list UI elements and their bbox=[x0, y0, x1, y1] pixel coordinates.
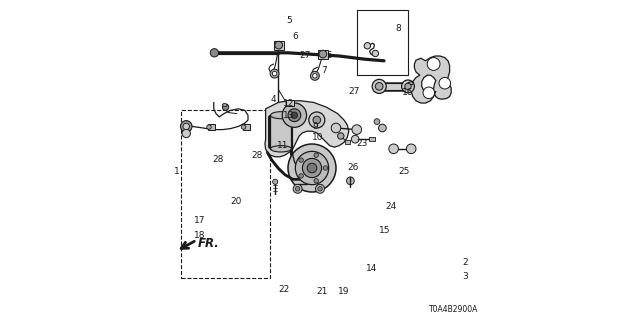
Circle shape bbox=[332, 123, 341, 133]
Text: 19: 19 bbox=[338, 287, 349, 296]
Ellipse shape bbox=[271, 146, 291, 152]
Text: 9: 9 bbox=[312, 122, 317, 131]
Circle shape bbox=[299, 174, 303, 178]
Text: 5: 5 bbox=[326, 52, 332, 60]
Text: 26: 26 bbox=[347, 164, 358, 172]
Text: 4: 4 bbox=[270, 95, 276, 104]
Text: 3: 3 bbox=[462, 272, 468, 281]
Text: 7: 7 bbox=[322, 66, 327, 75]
Text: FR.: FR. bbox=[198, 237, 220, 250]
Circle shape bbox=[182, 129, 191, 138]
Text: 13: 13 bbox=[283, 111, 294, 120]
Circle shape bbox=[210, 49, 219, 57]
Circle shape bbox=[323, 166, 328, 170]
Text: 21: 21 bbox=[317, 287, 328, 296]
Text: 28: 28 bbox=[251, 151, 262, 160]
Circle shape bbox=[312, 74, 317, 78]
Ellipse shape bbox=[271, 112, 291, 119]
Text: 6: 6 bbox=[292, 32, 298, 41]
Circle shape bbox=[316, 184, 324, 193]
Bar bbox=[208, 124, 215, 130]
Circle shape bbox=[402, 80, 415, 93]
Circle shape bbox=[296, 187, 300, 191]
Bar bbox=[181, 110, 270, 278]
Polygon shape bbox=[265, 101, 349, 157]
Circle shape bbox=[302, 158, 322, 178]
Text: 28: 28 bbox=[212, 156, 224, 164]
Circle shape bbox=[288, 109, 301, 122]
Polygon shape bbox=[223, 104, 227, 106]
Text: 5: 5 bbox=[287, 16, 292, 25]
Circle shape bbox=[309, 112, 325, 128]
Circle shape bbox=[273, 179, 278, 184]
Circle shape bbox=[288, 144, 336, 192]
Circle shape bbox=[352, 125, 362, 134]
Circle shape bbox=[223, 104, 229, 110]
Bar bbox=[274, 41, 284, 50]
Circle shape bbox=[347, 177, 355, 185]
Circle shape bbox=[439, 77, 451, 89]
Bar bbox=[369, 137, 375, 141]
Circle shape bbox=[307, 163, 317, 173]
Circle shape bbox=[406, 144, 416, 154]
Circle shape bbox=[313, 116, 321, 124]
Circle shape bbox=[405, 83, 412, 90]
Text: T0A4B2900A: T0A4B2900A bbox=[429, 305, 479, 314]
Circle shape bbox=[319, 50, 326, 58]
Bar bbox=[380, 83, 408, 90]
Circle shape bbox=[374, 119, 380, 124]
Circle shape bbox=[379, 124, 386, 132]
Circle shape bbox=[207, 125, 211, 129]
Text: 10: 10 bbox=[312, 133, 323, 142]
Text: 27: 27 bbox=[349, 87, 360, 96]
Circle shape bbox=[275, 41, 283, 49]
Text: 1: 1 bbox=[174, 167, 180, 176]
Circle shape bbox=[180, 121, 192, 132]
Text: 25: 25 bbox=[398, 167, 410, 176]
Circle shape bbox=[293, 184, 302, 193]
Text: 23: 23 bbox=[357, 140, 368, 148]
Text: 24: 24 bbox=[385, 202, 397, 211]
Text: 8: 8 bbox=[396, 24, 401, 33]
Bar bbox=[357, 10, 408, 75]
Circle shape bbox=[372, 79, 387, 93]
Bar bbox=[317, 50, 328, 59]
Circle shape bbox=[388, 144, 398, 154]
Circle shape bbox=[423, 87, 435, 99]
Text: 17: 17 bbox=[193, 216, 205, 225]
Circle shape bbox=[372, 50, 379, 57]
Circle shape bbox=[317, 187, 323, 191]
Circle shape bbox=[338, 133, 344, 139]
Circle shape bbox=[314, 153, 318, 157]
Text: 15: 15 bbox=[380, 226, 390, 235]
Circle shape bbox=[428, 58, 440, 70]
Text: 22: 22 bbox=[278, 285, 290, 294]
Text: 27: 27 bbox=[300, 52, 310, 60]
Text: 18: 18 bbox=[193, 231, 205, 240]
Circle shape bbox=[241, 125, 246, 129]
Circle shape bbox=[376, 83, 383, 90]
Circle shape bbox=[272, 71, 277, 76]
Text: 20: 20 bbox=[230, 197, 242, 206]
Circle shape bbox=[183, 123, 189, 130]
Bar bbox=[270, 115, 291, 149]
Circle shape bbox=[314, 179, 318, 183]
Circle shape bbox=[364, 43, 371, 49]
Bar bbox=[345, 140, 350, 144]
Circle shape bbox=[351, 135, 359, 143]
Circle shape bbox=[282, 103, 307, 127]
Circle shape bbox=[299, 158, 303, 162]
Circle shape bbox=[291, 112, 298, 118]
Bar bbox=[287, 100, 294, 106]
Text: 2: 2 bbox=[462, 258, 468, 267]
Circle shape bbox=[310, 71, 319, 80]
Text: 12: 12 bbox=[283, 100, 294, 108]
Text: 16: 16 bbox=[402, 88, 413, 97]
Bar bbox=[243, 124, 250, 130]
Polygon shape bbox=[412, 56, 451, 103]
Text: 14: 14 bbox=[366, 264, 378, 273]
Circle shape bbox=[270, 69, 279, 78]
Circle shape bbox=[296, 151, 329, 185]
Text: 11: 11 bbox=[277, 141, 288, 150]
